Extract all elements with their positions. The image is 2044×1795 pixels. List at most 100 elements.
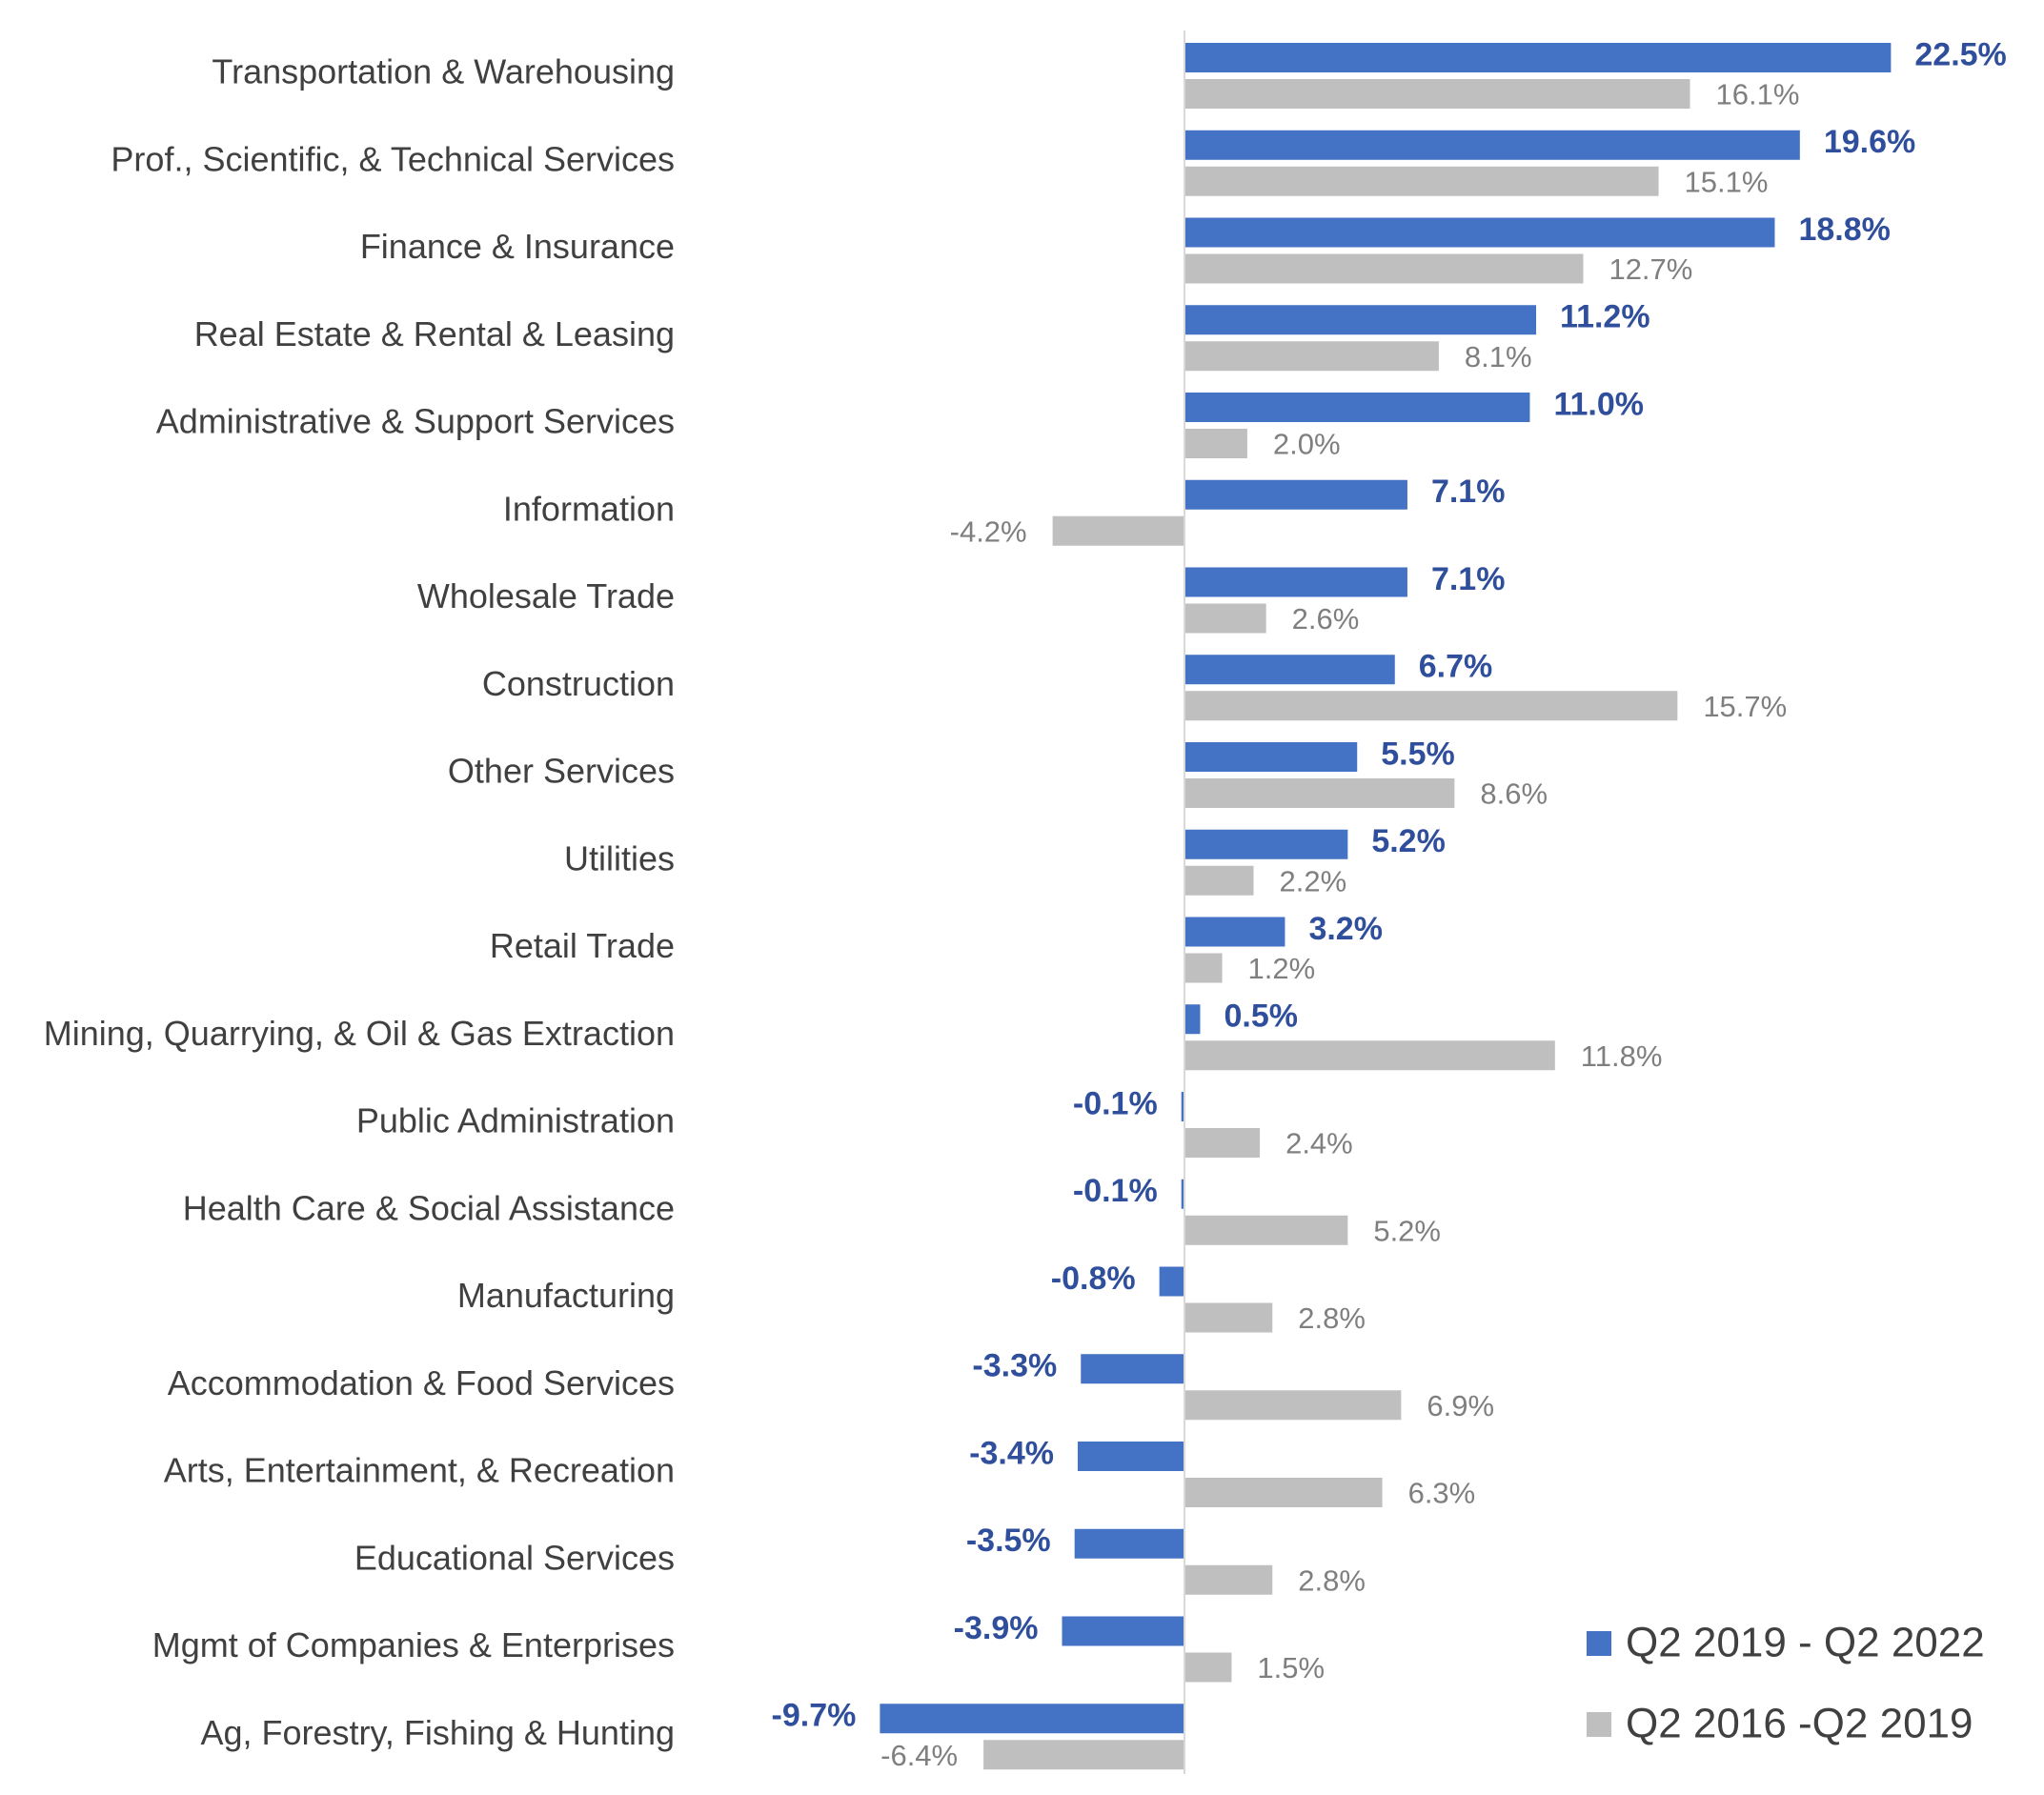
legend-label: Q2 2019 - Q2 2022 (1626, 1620, 1985, 1666)
bar-q2-2016-2019-health-care-and-social-assistance (1184, 1215, 1348, 1245)
category-label-other-services: Other Services (448, 752, 675, 791)
category-label-arts-entertainment-and-recreation: Arts, Entertainment, & Recreation (164, 1451, 675, 1490)
category-label-mining-quarrying-and-oil-and-gas-extraction: Mining, Quarrying, & Oil & Gas Extractio… (44, 1014, 675, 1053)
data-label-q2-2019-2022-administrative-and-support-services: 11.0% (1553, 386, 1644, 422)
bar-q2-2016-2019-arts-entertainment-and-recreation (1184, 1478, 1383, 1507)
category-label-utilities: Utilities (564, 838, 675, 877)
bar-q2-2019-2022-prof-scientific-and-technical-services (1184, 130, 1800, 160)
bar-q2-2019-2022-arts-entertainment-and-recreation (1077, 1442, 1184, 1471)
category-label-manufacturing: Manufacturing (457, 1276, 675, 1315)
bar-q2-2019-2022-ag-forestry-fishing-and-hunting (880, 1704, 1184, 1734)
data-label-q2-2019-2022-arts-entertainment-and-recreation: -3.4% (969, 1435, 1054, 1471)
data-label-q2-2016-2019-educational-services: 2.8% (1298, 1563, 1366, 1597)
bar-q2-2019-2022-utilities (1184, 829, 1348, 859)
data-label-q2-2019-2022-manufacturing: -0.8% (1051, 1261, 1136, 1297)
bar-q2-2016-2019-utilities (1184, 865, 1254, 896)
category-labels: Transportation & Warehousing Prof., Scien… (44, 52, 675, 1752)
data-label-q2-2016-2019-manufacturing: 2.8% (1298, 1301, 1366, 1335)
data-label-q2-2016-2019-arts-entertainment-and-recreation: 6.3% (1408, 1477, 1476, 1510)
data-label-q2-2016-2019-real-estate-and-rental-and-leasing: 8.1% (1465, 340, 1532, 373)
category-label-prof-scientific-and-technical-services: Prof., Scientific, & Technical Services (111, 139, 675, 178)
bar-q2-2019-2022-wholesale-trade (1184, 567, 1407, 597)
data-label-q2-2016-2019-public-administration: 2.4% (1285, 1127, 1353, 1160)
bar-q2-2019-2022-real-estate-and-rental-and-leasing (1184, 305, 1537, 335)
bar-q2-2019-2022-administrative-and-support-services (1184, 393, 1530, 422)
data-labels: 22.5% 16.1% 19.6% 15.1% 18.8% 12.7% 11.2% 8.1% 1… (772, 36, 2007, 1771)
category-label-educational-services: Educational Services (354, 1538, 675, 1577)
data-label-q2-2019-2022-finance-and-insurance: 18.8% (1798, 212, 1890, 248)
bar-q2-2019-2022-mining-quarrying-and-oil-and-gas-extraction (1184, 1004, 1201, 1035)
data-label-q2-2019-2022-information: 7.1% (1431, 474, 1506, 510)
data-label-q2-2019-2022-mining-quarrying-and-oil-and-gas-extraction: 0.5% (1224, 998, 1298, 1035)
bar-q2-2016-2019-finance-and-insurance (1184, 253, 1584, 284)
bar-q2-2019-2022-information (1184, 479, 1407, 510)
bar-q2-2016-2019-mining-quarrying-and-oil-and-gas-extraction (1184, 1040, 1555, 1071)
category-label-construction: Construction (482, 664, 675, 703)
bar-q2-2019-2022-retail-trade (1184, 917, 1285, 947)
bar-q2-2016-2019-public-administration (1184, 1128, 1261, 1158)
legend: Q2 2019 - Q2 2022 Q2 2016 -Q2 2019 (1587, 1620, 1985, 1747)
data-label-q2-2019-2022-transportation-and-warehousing: 22.5% (1914, 36, 2006, 72)
data-label-q2-2016-2019-prof-scientific-and-technical-services: 15.1% (1685, 165, 1769, 198)
category-label-public-administration: Public Administration (356, 1101, 675, 1140)
category-label-accommodation-and-food-services: Accommodation & Food Services (168, 1363, 675, 1402)
data-label-q2-2016-2019-mgmt-of-companies-and-enterprises: 1.5% (1257, 1651, 1325, 1684)
bar-q2-2016-2019-other-services (1184, 778, 1455, 808)
data-label-q2-2016-2019-transportation-and-warehousing: 16.1% (1715, 78, 1799, 111)
data-label-q2-2016-2019-information: -4.2% (950, 514, 1027, 548)
bar-q2-2019-2022-health-care-and-social-assistance (1181, 1179, 1184, 1209)
category-label-finance-and-insurance: Finance & Insurance (360, 227, 675, 266)
category-label-real-estate-and-rental-and-leasing: Real Estate & Rental & Leasing (194, 314, 675, 353)
data-label-q2-2019-2022-other-services: 5.5% (1381, 736, 1455, 772)
bar-q2-2019-2022-transportation-and-warehousing (1184, 43, 1892, 72)
data-label-q2-2019-2022-educational-services: -3.5% (966, 1523, 1051, 1559)
bar-q2-2016-2019-ag-forestry-fishing-and-hunting (983, 1740, 1184, 1770)
bars (880, 43, 1892, 1770)
data-label-q2-2016-2019-other-services: 8.6% (1480, 777, 1548, 811)
legend-swatch (1587, 1631, 1611, 1656)
bar-q2-2019-2022-other-services (1184, 742, 1358, 772)
bar-q2-2019-2022-accommodation-and-food-services (1081, 1354, 1184, 1384)
category-label-wholesale-trade: Wholesale Trade (417, 576, 675, 615)
data-label-q2-2016-2019-health-care-and-social-assistance: 5.2% (1373, 1214, 1441, 1247)
data-label-q2-2019-2022-public-administration: -0.1% (1073, 1085, 1158, 1121)
bar-q2-2016-2019-administrative-and-support-services (1184, 429, 1247, 458)
bar-q2-2016-2019-accommodation-and-food-services (1184, 1390, 1402, 1421)
data-label-q2-2019-2022-retail-trade: 3.2% (1308, 911, 1383, 947)
category-label-ag-forestry-fishing-and-hunting: Ag, Forestry, Fishing & Hunting (200, 1713, 675, 1752)
bar-q2-2016-2019-information (1052, 515, 1184, 546)
data-label-q2-2019-2022-wholesale-trade: 7.1% (1431, 561, 1506, 597)
data-label-q2-2016-2019-administrative-and-support-services: 2.0% (1273, 428, 1341, 461)
data-label-q2-2019-2022-ag-forestry-fishing-and-hunting: -9.7% (772, 1698, 857, 1734)
data-label-q2-2016-2019-utilities: 2.2% (1279, 864, 1346, 898)
data-label-q2-2016-2019-accommodation-and-food-services: 6.9% (1427, 1389, 1494, 1422)
bar-q2-2019-2022-public-administration (1181, 1092, 1184, 1121)
category-label-transportation-and-warehousing: Transportation & Warehousing (212, 52, 675, 91)
bar-q2-2016-2019-wholesale-trade (1184, 603, 1266, 634)
data-label-q2-2019-2022-mgmt-of-companies-and-enterprises: -3.9% (954, 1610, 1039, 1646)
data-label-q2-2016-2019-finance-and-insurance: 12.7% (1609, 252, 1692, 286)
data-label-q2-2016-2019-construction: 15.7% (1703, 690, 1787, 723)
bar-q2-2016-2019-mgmt-of-companies-and-enterprises (1184, 1652, 1232, 1683)
data-label-q2-2019-2022-utilities: 5.2% (1371, 823, 1446, 859)
bar-q2-2016-2019-transportation-and-warehousing (1184, 79, 1690, 109)
legend-label: Q2 2016 -Q2 2019 (1626, 1701, 1973, 1747)
data-label-q2-2019-2022-prof-scientific-and-technical-services: 19.6% (1824, 124, 1915, 160)
bar-q2-2019-2022-construction (1184, 655, 1395, 685)
legend-item-q2-2019-2022: Q2 2019 - Q2 2022 (1587, 1620, 1985, 1666)
bar-q2-2019-2022-finance-and-insurance (1184, 217, 1775, 248)
bar-q2-2016-2019-prof-scientific-and-technical-services (1184, 166, 1659, 196)
category-label-health-care-and-social-assistance: Health Care & Social Assistance (183, 1188, 675, 1227)
bar-q2-2019-2022-educational-services (1074, 1528, 1184, 1559)
data-label-q2-2016-2019-ag-forestry-fishing-and-hunting: -6.4% (880, 1739, 958, 1772)
category-label-mgmt-of-companies-and-enterprises: Mgmt of Companies & Enterprises (152, 1625, 675, 1664)
category-label-administrative-and-support-services: Administrative & Support Services (156, 402, 675, 441)
bar-q2-2019-2022-mgmt-of-companies-and-enterprises (1062, 1616, 1184, 1646)
bar-q2-2016-2019-construction (1184, 691, 1678, 721)
data-label-q2-2019-2022-health-care-and-social-assistance: -0.1% (1073, 1173, 1158, 1209)
data-label-q2-2019-2022-accommodation-and-food-services: -3.3% (972, 1348, 1057, 1384)
legend-swatch (1587, 1712, 1611, 1737)
bar-q2-2016-2019-retail-trade (1184, 953, 1223, 983)
